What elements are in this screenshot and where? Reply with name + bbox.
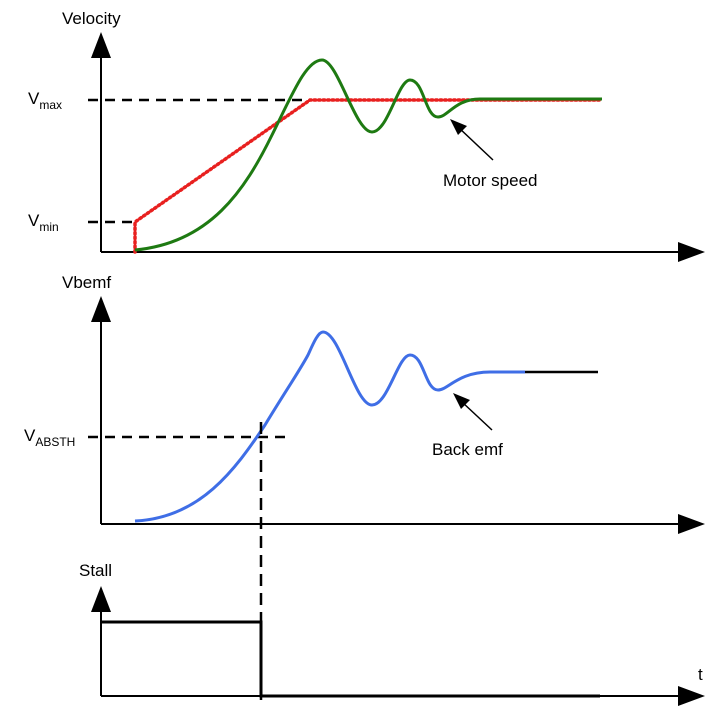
vmin-label: Vmin: [28, 211, 59, 234]
bemf-y-arrow-icon: [91, 296, 111, 322]
bemf-panel: Vbemf VABSTH Back emf: [24, 273, 705, 534]
time-axis-label: t: [698, 665, 703, 684]
back-emf-pointer-icon: [453, 393, 470, 409]
bemf-x-arrow-icon: [678, 514, 705, 534]
stall-signal: [101, 620, 600, 698]
back-emf-label: Back emf: [432, 440, 503, 459]
stall-x-arrow-icon: [678, 686, 705, 706]
commanded-speed-ramp: [133, 98, 602, 254]
stall-y-arrow-icon: [91, 586, 111, 612]
motor-speed-label: Motor speed: [443, 171, 538, 190]
absth-label: VABSTH: [24, 426, 75, 449]
bemf-axis-label: Vbemf: [62, 273, 111, 292]
vmax-label: Vmax: [28, 89, 62, 112]
back-emf-curve: [134, 330, 525, 523]
back-emf-pointer: [461, 401, 493, 431]
stall-panel: Stall t: [79, 561, 705, 706]
motor-speed-curve: [134, 58, 602, 252]
velocity-y-arrow-icon: [91, 32, 111, 58]
motor-speed-pointer-icon: [450, 119, 467, 135]
velocity-x-arrow-icon: [678, 242, 705, 262]
velocity-axis-label: Velocity: [62, 9, 121, 28]
stall-axis-label: Stall: [79, 561, 112, 580]
velocity-panel: Velocity Vmax Vmin Motor speed: [28, 9, 705, 262]
motor-speed-pointer: [457, 126, 494, 161]
